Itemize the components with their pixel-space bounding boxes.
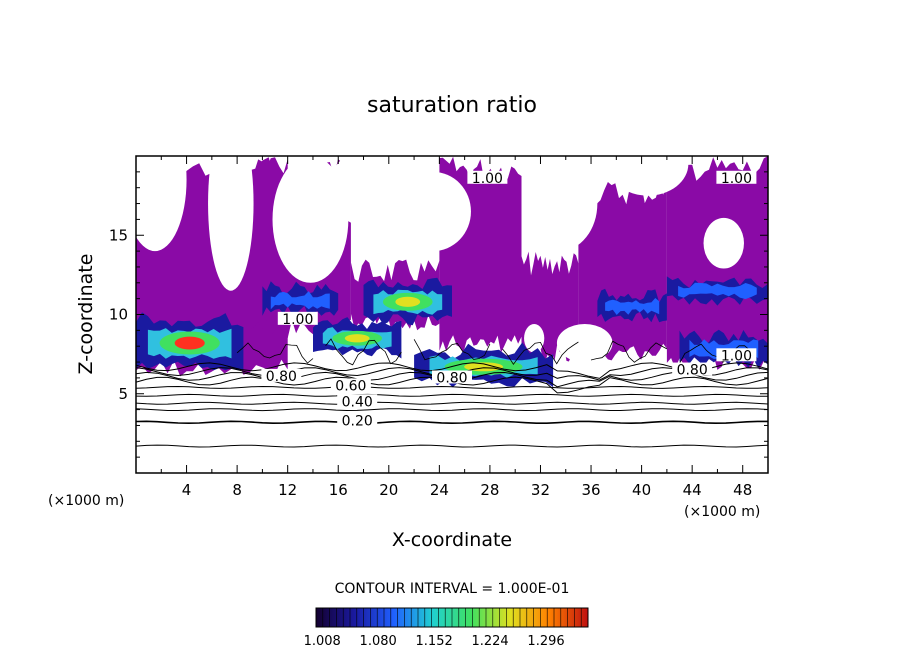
contour-line <box>413 339 491 361</box>
contour-line <box>325 338 402 366</box>
x-axis-label: X-coordinate <box>392 529 512 551</box>
clear-air-pocket <box>703 217 744 269</box>
x-tick-label: 16 <box>329 481 348 499</box>
contour-label: 1.00 <box>282 312 313 328</box>
colorbar-tick-label: 1.080 <box>360 634 397 649</box>
x-axis-ticks: 4 8 12 16 20 24 28 32 36 40 44 48 <box>160 156 752 499</box>
x-tick-label: 44 <box>683 481 702 499</box>
chart-title: saturation ratio <box>367 93 537 118</box>
contour-line <box>502 341 579 366</box>
colorbar-ticks: 1.008 1.080 1.152 1.224 1.296 <box>304 608 589 649</box>
contour-label: 0.80 <box>436 370 467 386</box>
contour-label: 0.60 <box>335 378 366 394</box>
contour-label: 1.00 <box>721 348 752 364</box>
supersaturation-layer <box>136 312 244 371</box>
x-tick-label: 36 <box>581 481 600 499</box>
colorbar-tick-label: 1.296 <box>527 634 564 649</box>
y-axis-ticks: 5 10 15 <box>109 171 768 458</box>
x-tick-label: 12 <box>278 481 297 499</box>
contour-line <box>136 362 768 379</box>
colorbar-tick-label: 1.224 <box>471 634 508 649</box>
clear-air-pocket <box>524 324 545 353</box>
clear-air-pocket <box>136 156 187 252</box>
x-tick-label: 4 <box>182 481 192 499</box>
contour-label: 1.00 <box>472 171 503 187</box>
contour-line <box>136 401 768 405</box>
contour-label: 0.80 <box>266 369 297 385</box>
clear-air-pocket <box>208 156 254 291</box>
x-tick-label: 40 <box>632 481 651 499</box>
contour-line <box>136 408 768 412</box>
x-tick-label: 24 <box>430 481 449 499</box>
contour-line <box>590 340 668 363</box>
supersaturation-layer <box>313 317 402 359</box>
clear-air-pocket <box>556 324 613 363</box>
supersaturation-layer <box>363 277 452 326</box>
clear-air-pocket <box>329 156 411 228</box>
contour-label: 0.20 <box>342 413 373 429</box>
x-tick-label: 32 <box>531 481 550 499</box>
colorbar-tick-label: 1.008 <box>304 634 341 649</box>
y-axis-label: Z-coordinate <box>75 254 97 375</box>
x-tick-label: 20 <box>379 481 398 499</box>
x-axis-unit-left: (×1000 m) <box>48 493 124 509</box>
contour-line <box>136 444 768 448</box>
x-axis-unit-right: (×1000 m) <box>684 504 760 520</box>
supersaturation-layer <box>262 281 339 317</box>
y-tick-label: 10 <box>109 306 128 324</box>
y-tick-label: 15 <box>109 226 128 244</box>
clear-air-pocket <box>607 156 689 196</box>
contour-line <box>136 420 768 425</box>
x-tick-label: 28 <box>480 481 499 499</box>
contour-line <box>236 342 314 364</box>
supersaturation-layer <box>597 288 667 323</box>
contour-label: 1.00 <box>721 171 752 187</box>
x-tick-label: 8 <box>232 481 242 499</box>
supersaturation-layer <box>666 276 768 306</box>
contour-interval: CONTOUR INTERVAL = 1.000E-01 <box>335 581 570 597</box>
clear-air-pocket <box>521 156 598 252</box>
contour-label: 0.80 <box>677 363 708 379</box>
contour-line <box>136 393 768 397</box>
contour-line <box>136 385 768 389</box>
contour-labels: 0.20 0.400.60 0.80 0.80 0.80 1.00 1.00 1.00 1.00 <box>261 170 757 429</box>
clear-air-pocket <box>395 171 471 252</box>
contour-label: 0.40 <box>342 394 373 410</box>
colorbar-tick-label: 1.152 <box>416 634 453 649</box>
y-tick-label: 5 <box>118 385 128 403</box>
x-tick-label: 48 <box>733 481 752 499</box>
